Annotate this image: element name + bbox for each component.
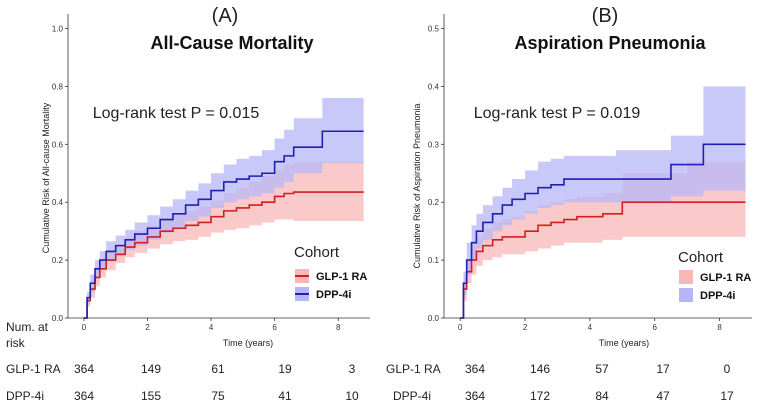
risk-count: 84 bbox=[595, 389, 609, 403]
x-tick-label: 0 bbox=[82, 323, 87, 332]
x-axis-title-a: Time (years) bbox=[223, 338, 273, 348]
y-tick-label: 0.0 bbox=[52, 314, 64, 323]
risk-header-line1: Num. at bbox=[6, 320, 49, 334]
logrank-annotation-b: Log-rank test P = 0.019 bbox=[474, 105, 641, 122]
x-tick-label: 4 bbox=[588, 323, 593, 332]
risk-count: 364 bbox=[74, 389, 94, 403]
logrank-annotation-a: Log-rank test P = 0.015 bbox=[93, 105, 260, 122]
legend-label-glp-b: GLP-1 RA bbox=[700, 272, 751, 284]
ci-band-glp bbox=[83, 161, 364, 318]
y-tick-label: 0.8 bbox=[52, 82, 64, 91]
risk-row-label-glp-a: GLP-1 RA bbox=[6, 362, 61, 376]
panel-all-cause-mortality: (A) All-Cause Mortality Log-rank test P … bbox=[41, 5, 370, 348]
legend-title-b: Cohort bbox=[678, 249, 724, 266]
y-tick-label: 0.1 bbox=[428, 256, 440, 265]
x-tick-label: 8 bbox=[717, 323, 722, 332]
risk-row-label-dpp-b: DPP-4i bbox=[393, 389, 431, 403]
chart-title-a: All-Cause Mortality bbox=[150, 33, 313, 53]
legend-title-a: Cohort bbox=[294, 244, 340, 261]
y-tick-label: 0.2 bbox=[52, 256, 64, 265]
risk-row-label-glp-b: GLP-1 RA bbox=[386, 362, 441, 376]
legend-label-glp-a: GLP-1 RA bbox=[316, 271, 367, 283]
y-tick-label: 0.2 bbox=[428, 198, 440, 207]
panel-label-b: (B) bbox=[592, 5, 619, 27]
plot-area-a: 0.0 0.2 0.4 0.6 0.8 1.0 0 2 4 6 8 bbox=[52, 14, 370, 332]
x-tick-label: 6 bbox=[653, 323, 658, 332]
plot-area-b: 0.0 0.1 0.2 0.3 0.4 0.5 0 2 4 6 8 bbox=[428, 14, 752, 332]
risk-header-line2: risk bbox=[6, 336, 26, 350]
risk-count: 364 bbox=[465, 389, 485, 403]
x-tick-label: 0 bbox=[458, 323, 463, 332]
y-axis-title-a: Cumulative Risk of All-cause Mortality bbox=[41, 102, 51, 253]
risk-count: 0 bbox=[724, 362, 731, 376]
y-tick-label: 0.6 bbox=[52, 140, 64, 149]
y-tick-label: 0.0 bbox=[428, 314, 440, 323]
legend-swatch-dpp-b bbox=[679, 288, 693, 302]
x-tick-label: 4 bbox=[209, 323, 214, 332]
panel-label-a: (A) bbox=[212, 5, 239, 27]
risk-count: 19 bbox=[278, 362, 292, 376]
risk-row-label-dpp-a: DPP-4i bbox=[6, 389, 44, 403]
series-line-dpp bbox=[460, 143, 746, 319]
y-tick-label: 1.0 bbox=[52, 24, 64, 33]
ci-band-glp bbox=[460, 161, 746, 318]
risk-count: 364 bbox=[74, 362, 94, 376]
legend-swatch-glp-b bbox=[679, 270, 693, 284]
risk-count: 41 bbox=[278, 389, 292, 403]
risk-count: 146 bbox=[530, 362, 550, 376]
risk-count: 57 bbox=[595, 362, 609, 376]
y-tick-label: 0.5 bbox=[428, 24, 440, 33]
risk-count: 364 bbox=[465, 362, 485, 376]
risk-count: 17 bbox=[720, 389, 734, 403]
risk-count: 17 bbox=[656, 362, 670, 376]
panel-aspiration-pneumonia: (B) Aspiration Pneumonia Log-rank test P… bbox=[412, 5, 752, 348]
x-tick-label: 6 bbox=[272, 323, 277, 332]
risk-count: 149 bbox=[141, 362, 161, 376]
legend-label-dpp-b: DPP-4i bbox=[700, 290, 735, 302]
y-tick-label: 0.4 bbox=[52, 198, 64, 207]
series-line-glp bbox=[83, 191, 364, 319]
risk-count: 172 bbox=[530, 389, 550, 403]
risk-count: 3 bbox=[349, 362, 356, 376]
risk-count: 10 bbox=[345, 389, 359, 403]
x-tick-label: 2 bbox=[145, 323, 150, 332]
legend-label-dpp-a: DPP-4i bbox=[316, 289, 351, 301]
x-axis-title-b: Time (years) bbox=[599, 338, 649, 348]
x-tick-label: 2 bbox=[523, 323, 528, 332]
y-axis-title-b: Cumulative Risk of Aspiration Pneumonia bbox=[412, 103, 422, 268]
y-tick-label: 0.3 bbox=[428, 140, 440, 149]
x-tick-label: 8 bbox=[336, 323, 341, 332]
y-tick-label: 0.4 bbox=[428, 82, 440, 91]
ci-band-dpp bbox=[460, 86, 746, 318]
risk-count: 75 bbox=[211, 389, 225, 403]
series-line-dpp bbox=[83, 130, 364, 319]
risk-count: 61 bbox=[211, 362, 225, 376]
chart-title-b: Aspiration Pneumonia bbox=[514, 33, 706, 53]
risk-count: 47 bbox=[656, 389, 670, 403]
risk-count: 155 bbox=[141, 389, 161, 403]
series-line-glp bbox=[460, 201, 746, 319]
